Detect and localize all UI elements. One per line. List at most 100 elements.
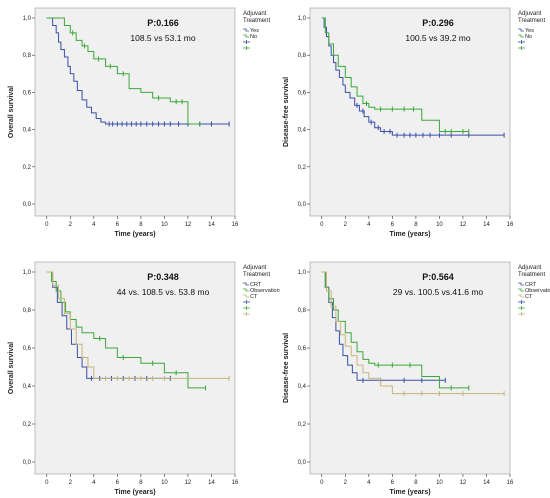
legend-label-no: No — [250, 34, 257, 40]
x-tick-label: 10 — [436, 480, 443, 486]
y-tick-label: 0,4 — [23, 128, 32, 134]
legend-swatch-yes — [518, 28, 524, 32]
x-tick-label: 6 — [116, 222, 120, 228]
x-tick-label: 16 — [507, 222, 514, 228]
plot-area — [34, 261, 236, 475]
y-tick-label: 1,0 — [23, 270, 32, 276]
y-tick-label: 0,8 — [23, 53, 32, 59]
y-tick-label: 0,2 — [23, 165, 32, 171]
y-tick-label: 1,0 — [298, 16, 307, 22]
median-survival: 44 vs. 108.5 vs. 53.8 mo — [117, 287, 210, 297]
legend-label-observation: Observation — [525, 288, 550, 294]
legend-swatch-observation — [518, 288, 524, 292]
x-tick-label: 8 — [414, 480, 418, 486]
x-tick-label: 2 — [69, 222, 73, 228]
y-axis-title: Disease-free survival — [283, 333, 290, 403]
x-tick-label: 2 — [344, 480, 348, 486]
x-tick-label: 4 — [92, 480, 96, 486]
legend-title-line1: Adjuvant — [243, 265, 267, 271]
km-panel-2: 0,0 0,2 0,4 0,6 0,8 1,0 0 2 4 6 8 10 12 14 16 Time (yea… — [283, 7, 545, 238]
y-tick-label: 0,4 — [298, 384, 307, 390]
p-value: P:0.348 — [147, 272, 179, 282]
legend-title-line1: Adjuvant — [243, 11, 267, 17]
legend-label-ct: CT — [525, 294, 533, 300]
median-survival: 108.5 vs 53.1 mo — [130, 33, 195, 43]
y-tick-label: 0,8 — [298, 308, 307, 314]
legend-swatch-no — [518, 34, 524, 38]
legend-swatch-no — [243, 34, 249, 38]
series-line-ct — [321, 271, 505, 395]
x-axis-title: Time (years) — [114, 489, 155, 496]
legend-label-ct: CT — [250, 294, 258, 300]
y-tick-label: 0,0 — [23, 202, 32, 208]
km-panel-4: 0,0 0,2 0,4 0,6 0,8 1,0 0 2 4 6 8 10 12 14 16 Time (yea… — [283, 261, 550, 496]
x-tick-label: 12 — [185, 222, 192, 228]
plot-area — [309, 7, 511, 217]
x-tick-label: 12 — [185, 480, 192, 486]
y-tick-label: 1,0 — [23, 16, 32, 22]
legend-label-no: No — [525, 34, 532, 40]
median-survival: 29 vs. 100.5 vs.41.6 mo — [393, 287, 484, 297]
legend-swatch-ct — [243, 294, 249, 298]
y-tick-label: 0,6 — [298, 90, 307, 96]
x-tick-label: 14 — [208, 480, 215, 486]
x-tick-label: 4 — [92, 222, 96, 228]
y-tick-label: 0,2 — [23, 422, 32, 428]
legend-title-line1: Adjuvant — [518, 265, 542, 271]
y-tick-label: 0,4 — [23, 384, 32, 390]
x-tick-label: 10 — [436, 222, 443, 228]
legend-label-yes: Yes — [525, 28, 534, 34]
x-tick-label: 10 — [161, 480, 168, 486]
y-tick-label: 0,4 — [298, 128, 307, 134]
median-survival: 100.5 vs 39.2 mo — [405, 33, 470, 43]
x-tick-label: 16 — [232, 480, 239, 486]
x-tick-label: 14 — [483, 480, 490, 486]
x-tick-label: 10 — [161, 222, 168, 228]
legend-label-observation: Observation — [250, 288, 280, 294]
y-tick-label: 0,0 — [298, 202, 307, 208]
x-tick-label: 6 — [116, 480, 120, 486]
legend-title-line2: Treatment — [243, 272, 270, 278]
plot-area — [309, 261, 511, 475]
legend-title-line2: Treatment — [518, 18, 545, 24]
x-tick-label: 6 — [391, 480, 395, 486]
y-axis-title: Overall survival — [8, 86, 15, 138]
legend-title-line1: Adjuvant — [518, 11, 542, 17]
x-tick-label: 2 — [344, 222, 348, 228]
legend-swatch-ct — [518, 294, 524, 298]
legend-swatch-crt — [518, 282, 524, 286]
y-tick-label: 0,2 — [298, 422, 307, 428]
x-tick-label: 0 — [320, 222, 324, 228]
x-tick-label: 6 — [391, 222, 395, 228]
legend-label-crt: CRT — [525, 282, 537, 288]
y-axis-title: Overall survival — [8, 342, 15, 394]
series-line-no — [46, 17, 200, 125]
y-tick-label: 0,6 — [23, 346, 32, 352]
legend-swatch-crt — [243, 282, 249, 286]
plot-area — [34, 7, 236, 217]
x-tick-label: 2 — [69, 480, 73, 486]
legend-swatch-observation — [243, 288, 249, 292]
y-tick-label: 0,2 — [298, 165, 307, 171]
legend-label-crt: CRT — [250, 282, 262, 288]
legend-label-yes: Yes — [250, 28, 259, 34]
y-tick-label: 1,0 — [298, 270, 307, 276]
series-line-ct — [46, 271, 230, 379]
y-tick-label: 0,8 — [23, 308, 32, 314]
x-tick-label: 14 — [208, 222, 215, 228]
x-axis-title: Time (years) — [389, 231, 430, 238]
km-panel-1: 0,0 0,2 0,4 0,6 0,8 1,0 0 2 4 6 8 10 12 14 16 Time (yea… — [8, 7, 270, 238]
x-tick-label: 4 — [367, 222, 371, 228]
x-tick-label: 8 — [139, 222, 143, 228]
p-value: P:0.296 — [422, 18, 454, 28]
p-value: P:0.166 — [147, 18, 179, 28]
y-tick-label: 0,8 — [298, 53, 307, 59]
x-tick-label: 0 — [45, 480, 49, 486]
legend-title-line2: Treatment — [518, 272, 545, 278]
legend-swatch-yes — [243, 28, 249, 32]
x-tick-label: 0 — [45, 222, 49, 228]
p-value: P:0.564 — [422, 272, 454, 282]
series-line-yes — [46, 17, 230, 125]
legend-title-line2: Treatment — [243, 18, 270, 24]
